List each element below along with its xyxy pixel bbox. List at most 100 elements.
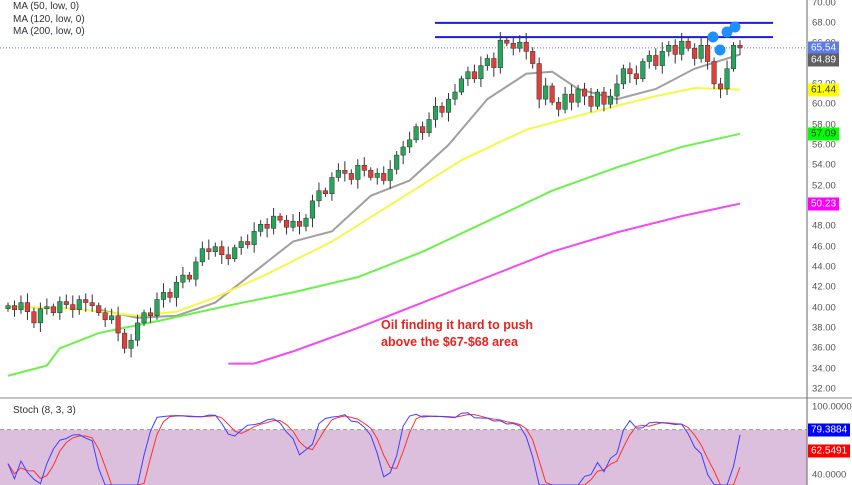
y-tick-label: 36.00 xyxy=(812,342,836,354)
candle-body xyxy=(290,220,296,228)
candle-body xyxy=(96,305,102,313)
candle-body xyxy=(18,302,24,310)
candle-body xyxy=(387,169,393,181)
y-tick-label: 32.00 xyxy=(812,383,836,395)
candle-body xyxy=(219,246,225,256)
candle-body xyxy=(277,215,283,221)
candle-body xyxy=(147,312,154,317)
candle-body xyxy=(737,45,743,49)
candle-body xyxy=(245,241,251,245)
y-tick-label: 40.00 xyxy=(812,302,836,314)
annotation-line-2: above the $67-$68 area xyxy=(381,335,518,349)
candle-body xyxy=(271,215,277,229)
legend-ma50: MA (50, low, 0) xyxy=(13,1,80,12)
candle-body xyxy=(659,51,665,66)
ma-value-badge: 61.44 xyxy=(808,83,840,97)
candle-body xyxy=(730,45,737,69)
candle-body xyxy=(258,223,264,232)
candle-body xyxy=(666,45,672,52)
candle-body xyxy=(31,311,37,324)
stoch-k-line xyxy=(7,412,741,485)
candle-body xyxy=(607,95,613,105)
candle-body xyxy=(199,248,205,263)
chart-annotation: Oil finding it hard to push above the $6… xyxy=(381,317,533,351)
candle-body xyxy=(167,292,173,298)
candle-body xyxy=(329,177,335,194)
candle-body xyxy=(497,39,503,68)
candle-body xyxy=(11,305,18,310)
candle-body xyxy=(361,165,367,171)
candle-body xyxy=(225,254,231,260)
stoch-tick-label: 40.0000 xyxy=(812,469,847,481)
y-tick-label: 42.00 xyxy=(812,281,836,293)
ma-line-1 xyxy=(7,86,741,317)
legend-ma120: MA (120, low, 0) xyxy=(13,13,85,25)
candle-body xyxy=(685,40,691,49)
y-tick-label: 46.00 xyxy=(812,241,836,253)
y-tick-label: 58.00 xyxy=(812,119,836,131)
candle-body xyxy=(141,312,147,324)
candle-body xyxy=(465,71,471,80)
candle-body xyxy=(115,315,121,334)
ma-value-badge: 64.89 xyxy=(808,53,840,66)
candle-body xyxy=(76,299,82,310)
ma-line-0 xyxy=(98,53,741,319)
candle-body xyxy=(575,88,581,103)
candle-body xyxy=(193,261,199,280)
candle-body xyxy=(50,306,56,313)
candle-body xyxy=(420,126,426,133)
candle-body xyxy=(439,106,445,113)
candle-body xyxy=(536,63,542,100)
y-tick-label: 70.00 xyxy=(812,0,836,9)
candle-body xyxy=(530,51,536,64)
candle-body xyxy=(478,65,484,80)
candle-body xyxy=(44,306,50,309)
candle-body xyxy=(562,93,568,110)
candle-body xyxy=(251,231,257,245)
candle-body xyxy=(24,302,30,312)
candle-body xyxy=(37,308,43,324)
candle-body xyxy=(705,45,711,62)
candle-body xyxy=(400,146,406,156)
candle-body xyxy=(316,190,322,202)
candle-body xyxy=(309,200,316,219)
candle-body xyxy=(128,339,134,349)
candle-body xyxy=(394,154,400,170)
y-tick-label: 34.00 xyxy=(812,363,836,375)
candle-body xyxy=(160,292,167,300)
candle-body xyxy=(484,58,490,66)
candle-body xyxy=(569,93,575,103)
candle-body xyxy=(640,61,646,80)
candle-body xyxy=(523,41,529,52)
ma-value-badge: 50.23 xyxy=(808,197,840,211)
candle-body xyxy=(581,88,588,97)
candle-body xyxy=(556,101,562,110)
candle-body xyxy=(426,119,432,133)
candle-body xyxy=(711,61,717,85)
candle-body xyxy=(601,91,607,105)
candle-body xyxy=(517,41,523,49)
y-tick-label: 44.00 xyxy=(812,261,836,273)
candle-body xyxy=(70,304,76,310)
ma-line-3 xyxy=(228,202,741,365)
candle-body xyxy=(445,98,452,113)
candle-body xyxy=(374,173,380,178)
stoch-band xyxy=(0,429,807,485)
candle-body xyxy=(135,322,141,341)
y-tick-label: 52.00 xyxy=(812,180,836,192)
candle-body xyxy=(672,45,678,55)
candle-body xyxy=(154,299,160,317)
candle-body xyxy=(633,73,639,80)
candle-body xyxy=(322,190,328,194)
candle-body xyxy=(491,58,497,68)
candle-body xyxy=(724,68,730,90)
candle-body xyxy=(653,55,659,66)
candle-body xyxy=(432,106,439,120)
candle-body xyxy=(206,248,212,252)
ma-line-2 xyxy=(7,132,741,377)
candle-body xyxy=(679,40,685,55)
y-tick-label: 54.00 xyxy=(812,159,836,171)
stoch-d-line xyxy=(7,414,741,485)
stoch-title: Stoch (8, 3, 3) xyxy=(13,405,76,416)
